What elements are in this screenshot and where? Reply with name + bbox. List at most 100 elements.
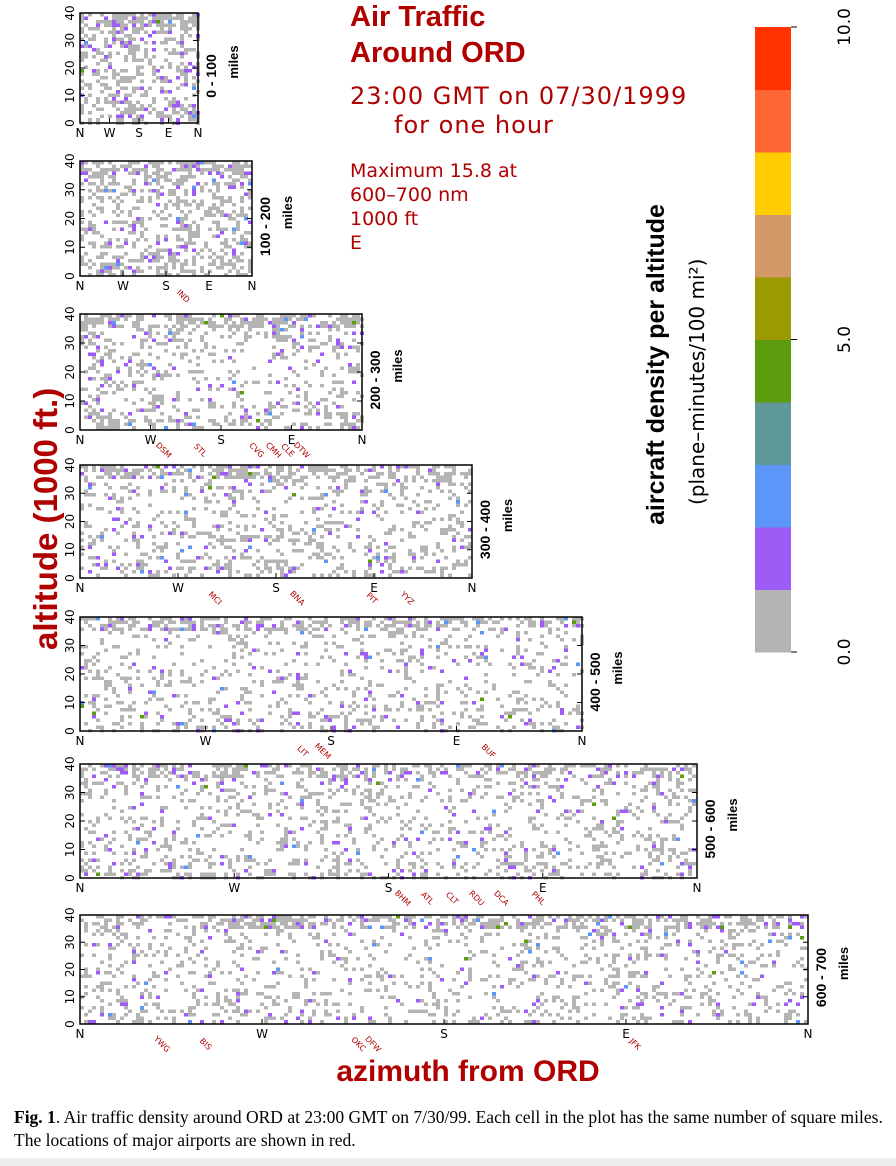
airport-label-cmh: CMH [264, 441, 283, 460]
panels: 0 10 20 30 40 N W S E N 0 - 100 miles 0 10 20 30 40 N W S E N… [63, 5, 851, 1054]
chart-subtitle-line1: 23:00 GMT on 07/30/1999 [350, 82, 687, 110]
x-tick-label: E [622, 1027, 630, 1041]
chart-subtitle-line2: for one hour [394, 111, 554, 139]
x-tick-label: W [145, 433, 157, 447]
x-tick-label: E [288, 433, 296, 447]
panel-range-label: 500 - 600 [702, 799, 718, 858]
caption-text: . Air traffic density around ORD at 23:0… [14, 1107, 883, 1150]
x-tick-label: E [165, 126, 173, 140]
y-tick-label: 20 [63, 666, 77, 681]
panel-6: 0 10 20 30 40 N W S E N 500 - 600 miles BHM ATL CLT RDU… [63, 756, 740, 908]
panel-range-label: 0 - 100 [203, 54, 219, 98]
panel-range-unit: miles [280, 196, 295, 229]
max-note-line3: 1000 ft [350, 208, 418, 230]
x-tick-label: W [228, 881, 240, 895]
y-tick-label: 20 [63, 60, 77, 75]
panel-range-unit: miles [836, 947, 851, 980]
x-tick-label: W [117, 279, 129, 293]
y-tick-label: 40 [63, 306, 77, 321]
chart-title-line2: Around ORD [350, 37, 526, 69]
panel-range-unit: miles [390, 349, 405, 382]
airport-label-stl: STL [192, 442, 209, 459]
y-tick-label: 10 [63, 542, 77, 557]
colorbar-tick-label: 10.0 [835, 8, 855, 46]
airport-label-atl: ATL [419, 890, 436, 907]
y-tick-label: 0 [63, 727, 77, 735]
colorbar-swatch [755, 89, 791, 153]
x-tick-label: N [693, 881, 702, 895]
x-tick-label: W [200, 734, 212, 748]
y-tick-label: 40 [63, 5, 77, 20]
airport-label-mci: MCI [207, 590, 224, 607]
panel-density-cells [80, 617, 584, 733]
panel-range-unit: miles [610, 651, 625, 684]
colorbar-swatch [755, 277, 791, 340]
colorbar-swatch [755, 402, 791, 465]
x-tick-label: S [385, 881, 393, 895]
x-tick-label: N [76, 581, 85, 595]
figure-caption: Fig. 1. Air traffic density around ORD a… [14, 1106, 886, 1152]
caption-label: Fig. 1 [14, 1107, 56, 1127]
airport-label-dca: DCA [492, 889, 511, 908]
max-note-line2: 600–700 nm [350, 184, 469, 206]
y-tick-label: 20 [63, 962, 77, 977]
x-tick-label: N [358, 433, 367, 447]
y-tick-label: 0 [63, 272, 77, 280]
x-tick-label: S [272, 581, 280, 595]
y-tick-label: 20 [63, 514, 77, 529]
panel-2: 0 10 20 30 40 N W S E N 100 - 200 miles IND [63, 153, 295, 304]
airport-label-bhm: BHM [393, 889, 412, 908]
y-axis-label: altitude (1000 ft.) [27, 388, 64, 650]
x-tick-label: W [172, 581, 184, 595]
x-tick-label: N [76, 279, 85, 293]
y-tick-label: 40 [63, 907, 77, 922]
x-tick-label: E [539, 881, 547, 895]
colorbar-swatch [755, 589, 791, 653]
x-tick-label: W [256, 1027, 268, 1041]
colorbar-tick-label: 0.0 [835, 638, 855, 665]
x-tick-label: N [76, 1027, 85, 1041]
x-tick-label: N [578, 734, 587, 748]
y-tick-label: 30 [63, 182, 77, 197]
y-tick-label: 40 [63, 457, 77, 472]
y-tick-label: 10 [63, 695, 77, 710]
y-tick-label: 20 [63, 364, 77, 379]
y-tick-label: 10 [63, 393, 77, 408]
panel-range-label: 300 - 400 [477, 500, 493, 559]
panel-density-cells [80, 465, 472, 577]
panel-range-unit: miles [725, 798, 740, 831]
airport-label-yyz: YYZ [398, 589, 416, 607]
y-tick-label: 30 [63, 335, 77, 350]
airport-label-ind: IND [175, 288, 192, 305]
x-tick-label: N [76, 734, 85, 748]
colorbar-swatch [755, 27, 791, 90]
max-note-line1: Maximum 15.8 at [350, 160, 517, 182]
x-tick-label: S [217, 433, 225, 447]
colorbar-units: (plane–minutes/100 mi²) [685, 259, 709, 505]
x-tick-label: W [104, 126, 116, 140]
panel-range-label: 100 - 200 [257, 197, 273, 256]
colorbar-swatch [755, 152, 791, 215]
panel-range-unit: miles [226, 45, 241, 78]
y-tick-label: 0 [63, 874, 77, 882]
x-tick-label: N [804, 1027, 813, 1041]
colorbar-swatch [755, 527, 791, 590]
y-tick-label: 30 [63, 785, 77, 800]
y-tick-label: 40 [63, 153, 77, 168]
x-tick-label: N [76, 881, 85, 895]
y-tick-label: 10 [63, 88, 77, 103]
y-tick-label: 0 [63, 119, 77, 127]
panel-density-cells [80, 764, 696, 880]
y-tick-label: 20 [63, 211, 77, 226]
y-tick-label: 40 [63, 609, 77, 624]
panel-density-cells [80, 314, 364, 430]
colorbar-tick-label: 5.0 [835, 326, 855, 353]
airport-label-ywg: YWG [151, 1034, 172, 1055]
x-tick-label: E [453, 734, 461, 748]
airport-label-clt: CLT [444, 890, 460, 906]
x-tick-label: S [162, 279, 170, 293]
y-tick-label: 0 [63, 1020, 77, 1028]
x-tick-label: S [327, 734, 335, 748]
